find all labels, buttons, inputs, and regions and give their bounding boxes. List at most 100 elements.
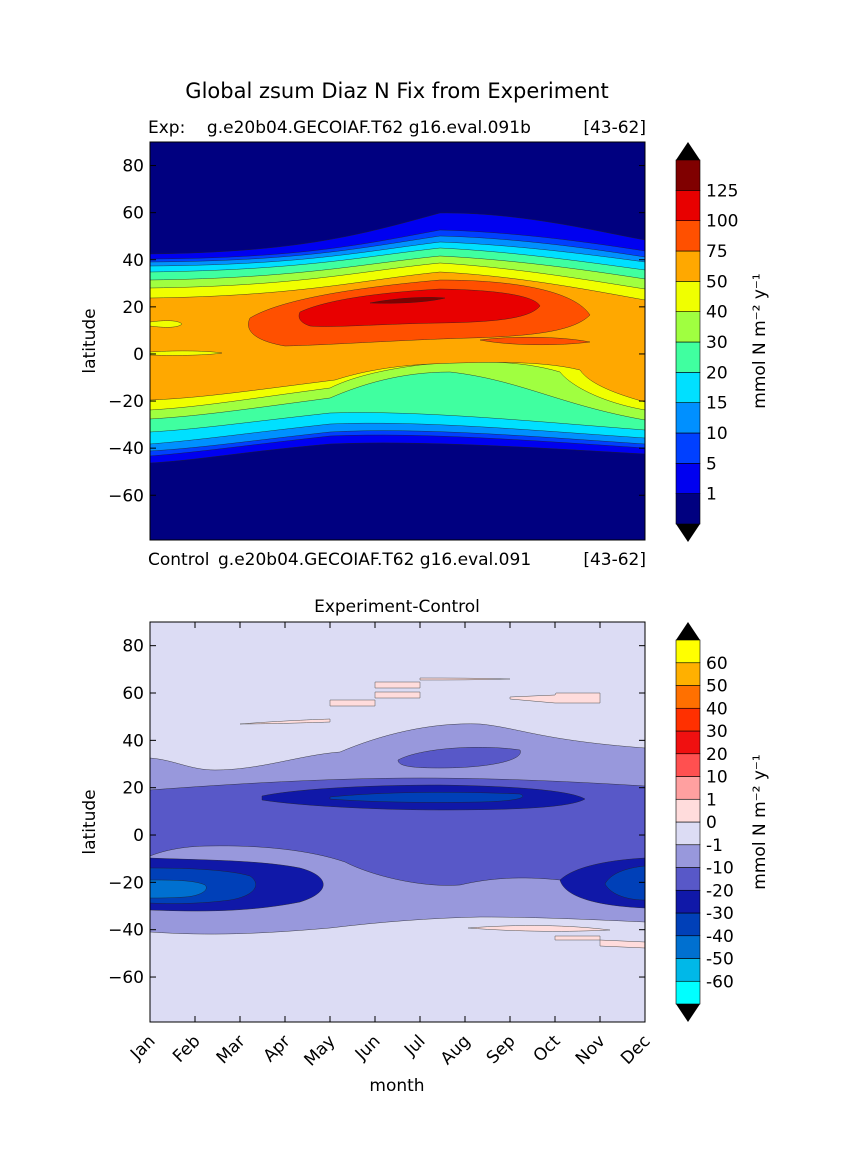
panel2-ytick-label: −20: [108, 873, 144, 893]
panel2-colorbar-tick-label: 10: [706, 768, 728, 788]
panel2-xtick-label: Aug: [437, 1031, 475, 1069]
panel1-colorbar-extend-top: [676, 142, 700, 160]
panel2-xtick-label: Jul: [400, 1031, 429, 1060]
panel2-colorbar-label: mmol N m⁻² y⁻¹: [750, 754, 770, 889]
panel2-xtick-label: Oct: [530, 1031, 565, 1066]
panel2-xtick-label: Jun: [351, 1031, 385, 1065]
contour-blob-75: [479, 337, 591, 345]
panel2-colorbar-tick-label: 20: [706, 745, 728, 765]
panel1-colorbar-tick-label: 20: [706, 363, 728, 383]
panel1-colorbar-tick-label: 75: [706, 242, 728, 262]
panel2-colorbar-extend-top: [676, 622, 700, 640]
panel2-ytick-label: 60: [122, 684, 144, 704]
panel1-ylabel: latitude: [80, 308, 100, 373]
panel1-colorbar-tick-label: 5: [706, 454, 717, 474]
panel2-yticks: 80 60 40 20 0 −20 −40 −60: [108, 637, 645, 988]
panel2-colorbar-extend-bottom: [676, 1004, 700, 1022]
panel1-ytick-label: 80: [122, 157, 144, 177]
panel1-ytick-label: 0: [133, 345, 144, 365]
diff-band-minus10-north-blob: [397, 747, 521, 769]
panel2-colorbar-tick-label: -1: [706, 836, 723, 856]
panel2-xlabel: month: [369, 1076, 424, 1096]
diff-patch-plus1-a: [329, 699, 376, 707]
figure-title: Global zsum Diaz N Fix from Experiment: [185, 79, 608, 103]
panel2-right-header: [43-62]: [583, 550, 646, 570]
panel2-center-header: g.e20b04.GECOIAF.T62 g16.eval.091: [218, 550, 531, 570]
panel1-colorbar-swatch: [675, 463, 701, 494]
panel1-ytick-label: 20: [122, 298, 144, 318]
panel2-xtick-label: Jan: [126, 1031, 159, 1064]
panel1-frame: [149, 141, 646, 541]
diff-band-minus40-southwest: [150, 879, 207, 899]
diff-patch-plus1-c: [374, 691, 421, 699]
panel1-ytick-label: −40: [108, 439, 144, 459]
panel2-colorbar-swatch: [675, 889, 701, 914]
diff-patch-plus1-d: [509, 692, 601, 704]
panel1-yticks: 80 60 40 20 0 −20 −40 −60: [108, 157, 645, 506]
panel1-colorbar-swatch: [675, 341, 701, 373]
panel2-colorbar-swatch: [675, 639, 701, 664]
panel1-colorbar-tick-label: 125: [706, 181, 738, 201]
panel2-colorbar-tick-label: 50: [706, 677, 728, 697]
panel2-colorbar-swatch: [675, 844, 701, 868]
panel2-colorbar-tick-label: -30: [706, 904, 734, 924]
panel2-colorbar-tick-label: 0: [706, 813, 717, 833]
panel-difference: Experiment-Control latitude month: [80, 597, 770, 1096]
panel2-colorbar-swatch: [675, 958, 701, 982]
panel2-ytick-label: 20: [122, 779, 144, 799]
contour-blob-40: [150, 320, 183, 328]
panel2-xtick-label: Feb: [169, 1031, 204, 1066]
diff-band-minus30-north: [329, 792, 523, 803]
panel1-colorbar-label: mmol N m⁻² y⁻¹: [750, 273, 770, 408]
diff-patch-plus1-b: [374, 681, 421, 689]
panel2-colorbar-swatch: [675, 867, 701, 891]
panel2-title: Experiment-Control: [314, 597, 480, 617]
panel2-xtick-label: Dec: [617, 1031, 654, 1068]
panel1-colorbar-swatch: [675, 159, 701, 191]
panel2-colorbar-tick-label: 60: [706, 654, 728, 674]
panel2-plot-area: [150, 622, 645, 1022]
panel2-colorbar-tick-label: -40: [706, 927, 734, 947]
panel1-plot-area: [150, 142, 645, 540]
panel2-colorbar-swatch: [675, 776, 701, 800]
panel1-ytick-label: −20: [108, 392, 144, 412]
panel1-colorbar-tick-label: 15: [706, 394, 728, 414]
panel2-colorbar-swatch: [675, 980, 701, 1005]
panel2-left-header: Control: [148, 550, 209, 570]
panel1-colorbar-tick-label: 50: [706, 272, 728, 292]
panel2-colorbar-tick-label: -20: [706, 881, 734, 901]
panel2-ytick-label: 80: [122, 637, 144, 657]
contour-band-125: [369, 297, 446, 304]
diff-patch-plus1-h: [554, 935, 601, 941]
panel2-xtick-label: Nov: [572, 1031, 610, 1069]
panel2-colorbar-swatch: [675, 730, 701, 755]
panel1-colorbar-swatch: [675, 220, 701, 252]
panel2-ytick-label: 40: [122, 731, 144, 751]
contour-blob-40b: [150, 350, 223, 356]
panel2-colorbar-tick-label: 40: [706, 699, 728, 719]
panel2-colorbar-swatch: [675, 753, 701, 777]
panel2-colorbar-swatch: [675, 912, 701, 937]
panel2-colorbar-swatch: [675, 798, 701, 823]
diff-patch-plus1-e: [419, 677, 511, 681]
panel2-colorbar-swatch: [675, 935, 701, 959]
panel2-ytick-label: −60: [108, 968, 144, 988]
panel2-colorbar-tick-label: -10: [706, 859, 734, 879]
panel2-colorbar-tick-label: -60: [706, 972, 734, 992]
panel-experiment: Exp: g.e20b04.GECOIAF.T62 g16.eval.091b …: [80, 118, 770, 570]
panel1-colorbar-swatch: [675, 402, 701, 434]
panel2-ytick-label: −40: [108, 921, 144, 941]
panel1-colorbar-tick-label: 100: [706, 212, 738, 232]
panel1-colorbar-tick-label: 10: [706, 424, 728, 444]
panel1-right-header: [43-62]: [583, 118, 646, 138]
panel1-ytick-label: −60: [108, 486, 144, 506]
diff-patch-plus1-f: [239, 718, 331, 725]
panel2-xtick-label: Apr: [260, 1031, 295, 1066]
panel1-colorbar-swatch: [675, 372, 701, 403]
diff-band-minus30-southeast: [604, 865, 645, 901]
panel1-colorbar-swatch: [675, 493, 701, 525]
panel1-ytick-label: 60: [122, 204, 144, 224]
panel2-colorbar-swatch: [675, 662, 701, 686]
